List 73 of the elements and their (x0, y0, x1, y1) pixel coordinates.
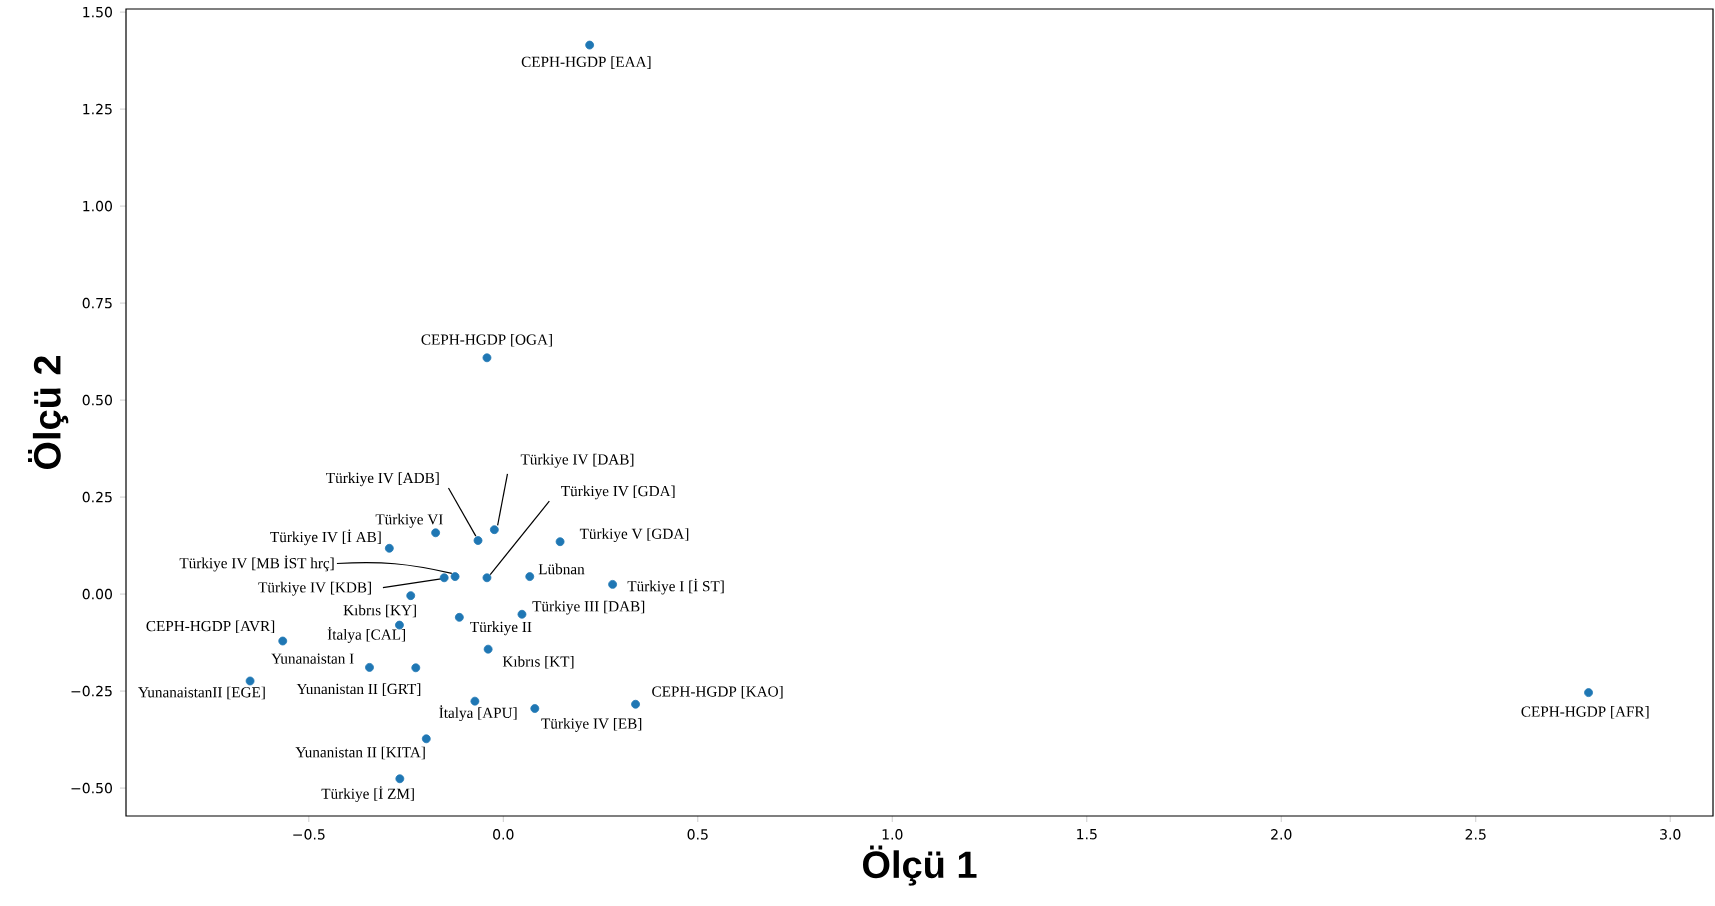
y-tick-label: 0.25 (82, 491, 112, 503)
point (631, 699, 640, 709)
annotation: Türkiye IV [EB] (541, 718, 642, 732)
x-axis-title: Ölçü 1 (863, 845, 977, 886)
point (555, 537, 565, 547)
annotation: Türkiye IV [MB İST hrç] (179, 555, 334, 572)
y-tick-label: 1.50 (83, 6, 112, 18)
point (421, 734, 431, 744)
x-tick-label: 2.0 (1271, 829, 1292, 840)
annotation: Türkiye II (470, 621, 532, 636)
point (483, 644, 493, 654)
annotation: Yunanistan II [KITA] (295, 746, 425, 760)
x-tick-label: 3.0 (1660, 829, 1681, 840)
annotation: Kıbrıs [KT] (502, 655, 574, 669)
point (384, 543, 394, 553)
point (530, 704, 540, 713)
y-axis-title: Ölçü 2 (27, 355, 69, 470)
annotation: CEPH-HGDP [EAA] (521, 56, 651, 69)
point (482, 573, 492, 583)
y-tick-label: 0.50 (82, 394, 112, 406)
point (278, 636, 288, 646)
x-tick-label: 0.0 (493, 829, 514, 840)
y-tick-label: 0.00 (82, 588, 112, 600)
point (585, 40, 595, 50)
point (406, 591, 416, 601)
annotation: YunanaistanII [EGE] (138, 686, 265, 700)
annotation: Kıbrıs [KY] (343, 604, 416, 618)
point (525, 572, 535, 582)
point (365, 663, 374, 672)
y-tick-label: 1.25 (83, 103, 112, 115)
annotation: Yunanaistan I (271, 653, 354, 664)
point (395, 774, 405, 784)
point (450, 572, 460, 582)
point (245, 676, 255, 686)
annotation: Lübnan (538, 563, 585, 575)
annotation: Türkiye IV [İ AB] (270, 529, 381, 546)
x-tick-label: 0.5 (687, 829, 708, 840)
point (517, 609, 527, 619)
point (1584, 688, 1593, 698)
annotation: CEPH-HGDP [OGA] (421, 333, 552, 347)
x-tick-label: 1.5 (1077, 829, 1097, 840)
annotation: CEPH-HGDP [AFR] (1521, 706, 1649, 719)
y-tick-label: −0.50 (71, 782, 112, 794)
annotation: Türkiye [İ ZM] (321, 786, 414, 802)
annotation: Türkiye IV [DAB] (520, 453, 634, 468)
x-tick-label: 2.5 (1465, 829, 1486, 840)
annotation: İtalya [APU] (439, 705, 517, 722)
annotation: Türkiye V [GDA] (579, 528, 689, 543)
annotation: İtalya [CAL] (327, 627, 405, 643)
point (473, 536, 483, 545)
annotation: Türkiye IV [ADB] (326, 472, 439, 487)
y-tick-label: 0.75 (82, 297, 112, 309)
annotation: Türkiye VI (375, 513, 443, 528)
point (395, 620, 404, 630)
point (431, 528, 441, 538)
point (489, 525, 499, 535)
annotation: CEPH-HGDP [AVR] (146, 620, 275, 634)
point (482, 353, 492, 363)
point (411, 663, 421, 673)
point (439, 573, 449, 583)
point (454, 612, 464, 622)
x-tick-label: 1.0 (882, 829, 903, 840)
point (608, 579, 618, 589)
y-tick-label: −0.25 (71, 685, 112, 697)
annotation: Türkiye IV [KDB] (258, 581, 371, 596)
annotation: Türkiye I [İ ST] (627, 578, 724, 595)
annotation: CEPH-HGDP [KAO] (652, 685, 783, 699)
point (470, 696, 480, 706)
annotation: Türkiye IV [GDA] (561, 485, 675, 500)
x-tick-label: −0.5 (293, 829, 325, 840)
y-tick-label: 1.00 (83, 200, 112, 212)
annotation: Türkiye III [DAB] (532, 600, 645, 615)
annotation: Yunanistan II [GRT] (296, 683, 421, 696)
